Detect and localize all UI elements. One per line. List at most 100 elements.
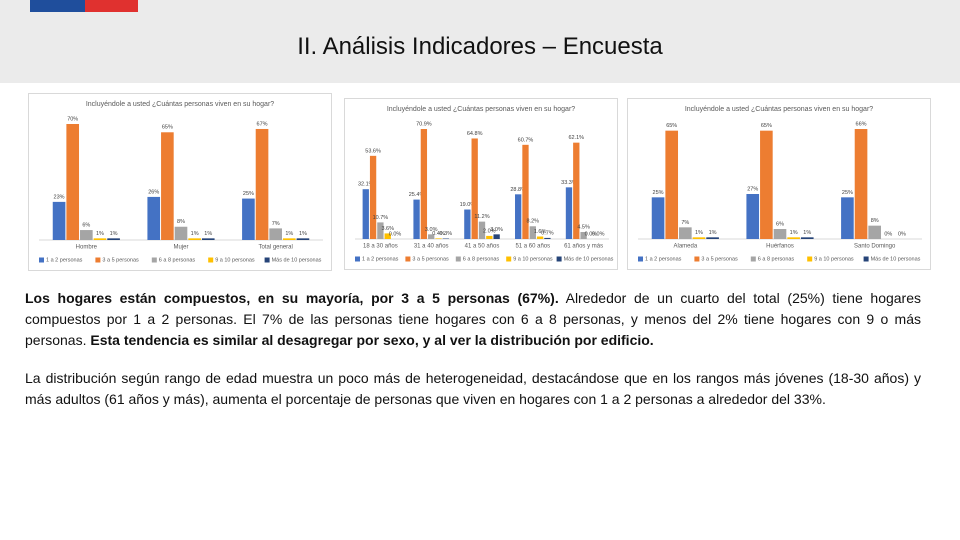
data-label: 19.0% — [460, 202, 476, 208]
bar — [486, 235, 493, 239]
bar — [362, 189, 369, 239]
data-label: 25% — [243, 191, 254, 197]
bar — [201, 238, 215, 240]
legend-swatch — [355, 256, 360, 262]
bar — [746, 194, 760, 239]
data-label: 1% — [803, 230, 811, 236]
data-label: 1.6% — [534, 229, 547, 235]
bar — [296, 238, 310, 240]
data-label: 33.3% — [561, 180, 577, 186]
legend-swatch — [863, 256, 869, 262]
data-label: 3.0% — [425, 227, 438, 233]
body-text: Los hogares están compuestos, en su mayo… — [25, 288, 921, 427]
data-label: 6% — [82, 223, 90, 229]
data-label: 0.0% — [592, 231, 605, 237]
legend-label: 6 a 8 personas — [463, 256, 500, 262]
legend-label: 9 a 10 personas — [513, 256, 553, 262]
data-label: 1% — [191, 231, 199, 237]
data-label: 70.9% — [416, 121, 432, 127]
header: II. Análisis Indicadores – Encuesta — [0, 0, 960, 83]
bar — [80, 230, 93, 240]
text-run: La distribución según rango de edad mues… — [25, 370, 921, 407]
category-label: Santo Domingo — [854, 244, 896, 250]
bar — [413, 199, 420, 239]
bar — [651, 197, 665, 239]
legend-swatch — [39, 257, 44, 263]
category-label: Mujer — [173, 245, 188, 251]
data-label: 65% — [162, 125, 173, 131]
data-label: 1% — [285, 231, 293, 237]
legend-swatch — [556, 256, 562, 262]
data-label: 23% — [54, 194, 65, 200]
slide-title: II. Análisis Indicadores – Encuesta — [297, 33, 663, 60]
chart-title: Incluyéndole a usted ¿Cuántas personas v… — [86, 101, 274, 108]
legend-swatch — [95, 257, 101, 263]
legend-label: Más de 10 personas — [871, 256, 921, 262]
data-label: 10.7% — [373, 215, 389, 221]
data-label: 0.0% — [585, 231, 598, 237]
bar — [428, 234, 435, 239]
data-label: 1% — [110, 231, 118, 237]
legend-label: Más de 10 personas — [272, 257, 322, 263]
bar — [161, 132, 174, 240]
bar — [66, 124, 80, 240]
bar — [692, 237, 706, 239]
bar — [269, 228, 282, 240]
bar — [773, 229, 787, 239]
bar — [147, 196, 161, 240]
data-label: 3.6% — [381, 226, 394, 232]
data-label: 6% — [776, 221, 784, 227]
data-label: 1% — [204, 231, 212, 237]
legend-label: Más de 10 personas — [564, 256, 614, 262]
bar — [787, 237, 800, 239]
bar — [420, 129, 428, 239]
bar — [565, 187, 573, 239]
legend-swatch — [208, 257, 214, 263]
data-label: 66% — [856, 121, 867, 127]
data-label: 0.7% — [541, 230, 554, 236]
bar — [706, 237, 719, 239]
text-run: Esta tendencia es similar al desagregar … — [90, 332, 654, 348]
paragraph: La distribución según rango de edad mues… — [25, 368, 921, 410]
category-label: 41 a 50 años — [465, 244, 500, 250]
bar — [515, 194, 522, 239]
legend-label: 6 a 8 personas — [758, 256, 795, 262]
bar — [174, 226, 188, 240]
data-label: 0.3% — [440, 231, 453, 237]
data-label: 27% — [747, 186, 758, 192]
data-label: 0.4% — [432, 231, 445, 237]
data-label: 7% — [681, 220, 689, 226]
data-label: 65% — [761, 123, 772, 129]
text-run: Alrededor de un cuarto del total (25%) t… — [25, 290, 921, 348]
bar — [529, 226, 536, 239]
text-run: Los hogares están compuestos, en su mayo… — [25, 290, 559, 306]
data-label: 8.2% — [527, 219, 540, 225]
category-label: Huérfanos — [766, 244, 794, 250]
bar — [369, 155, 377, 239]
bar — [573, 142, 580, 239]
bar — [800, 237, 814, 239]
data-label: 32.1% — [358, 182, 374, 188]
data-label: 2.0% — [483, 228, 496, 234]
data-label: 62.1% — [568, 135, 584, 141]
data-label: 64.8% — [467, 131, 483, 137]
bar — [377, 222, 384, 239]
bar — [52, 201, 66, 240]
bar — [522, 144, 529, 239]
category-label: Alameda — [673, 244, 697, 250]
bar — [93, 238, 107, 240]
data-label: 11.2% — [474, 214, 489, 220]
bar — [384, 233, 391, 239]
chart: Incluyéndole a usted ¿Cuántas personas v… — [344, 98, 618, 270]
bar — [242, 198, 255, 240]
bar — [107, 238, 120, 240]
data-label: 7% — [272, 221, 280, 227]
data-label: 4.5% — [577, 224, 590, 230]
chart: Incluyéndole a usted ¿Cuántas personas v… — [627, 98, 931, 270]
bar — [841, 197, 854, 239]
category-label: 51 a 60 años — [515, 244, 550, 250]
legend-label: 1 a 2 personas — [645, 256, 682, 262]
bar — [544, 237, 551, 239]
chart-svg: Incluyéndole a usted ¿Cuántas personas v… — [39, 101, 323, 263]
